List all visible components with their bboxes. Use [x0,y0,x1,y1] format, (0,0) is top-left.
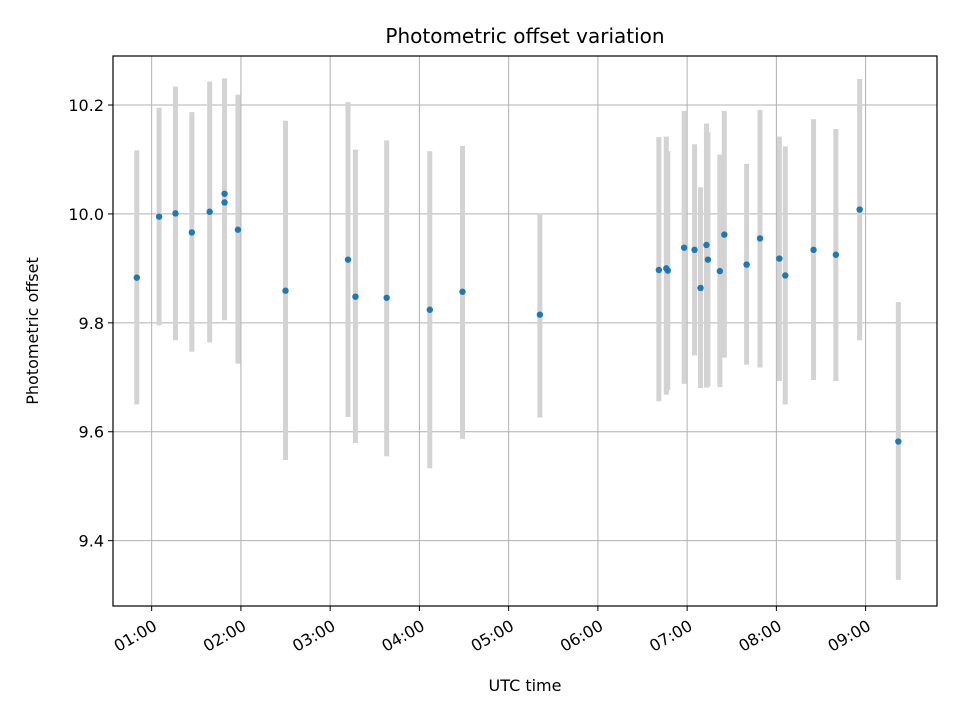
data-point [188,229,196,236]
data-point [782,272,789,279]
y-tick-label: 10.0 [68,205,104,224]
data-point [383,294,390,301]
y-tick-label: 10.2 [68,96,104,115]
data-point [352,293,359,300]
chart-title: Photometric offset variation [385,24,664,48]
x-axis-label: UTC time [489,676,562,695]
data-point [810,246,817,254]
y-axis-ticks: 9.4 9.6 9.8 10.0 10.2 [68,96,113,551]
data-point [536,311,544,318]
data-point [704,256,712,263]
grid [113,56,937,606]
data-point [680,244,688,251]
data-point [221,199,228,206]
data-point [664,267,671,274]
data-point [221,190,228,197]
plot-frame [112,55,938,607]
data-point [716,267,724,275]
data-point [691,246,698,254]
data-point [344,256,352,263]
data-point [426,306,434,313]
data-point [172,210,179,217]
y-tick-label: 9.6 [79,423,104,442]
data-point [655,266,663,274]
data-point [756,235,764,242]
data-point [206,208,213,215]
data-point [776,255,783,262]
data-point [234,226,242,233]
data-point [721,231,728,238]
data-points [133,190,902,445]
data-point [703,241,710,249]
data-point [856,206,863,213]
data-point [895,438,902,445]
data-point [282,287,289,294]
data-point [155,213,163,220]
data-point [832,251,840,258]
data-point [459,288,466,295]
data-point [743,261,750,268]
y-tick-label: 9.4 [79,532,104,551]
y-axis-label: Photometric offset [23,257,42,405]
y-tick-label: 9.8 [79,314,104,333]
data-point [133,274,140,281]
data-point [697,284,704,292]
